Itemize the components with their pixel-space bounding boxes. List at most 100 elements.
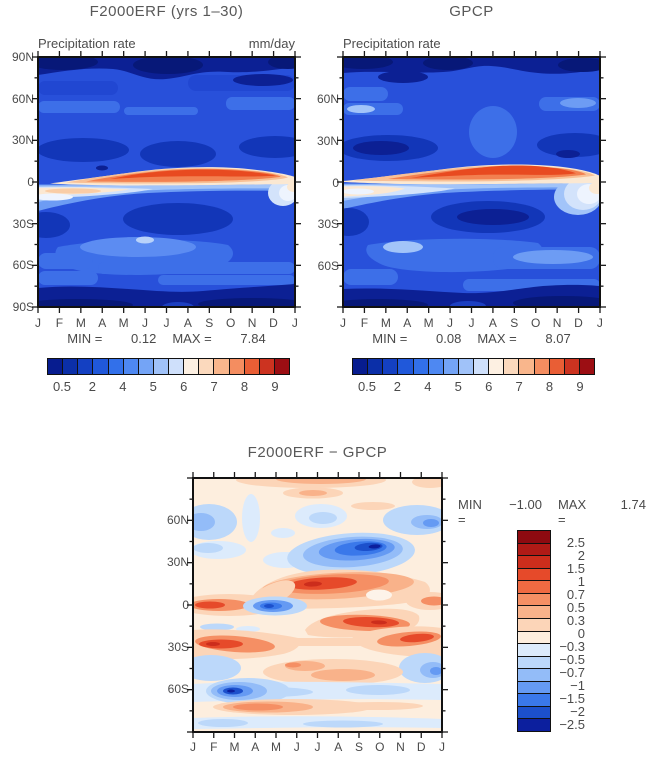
panel-gpcp-title: GPCP [449,3,494,20]
colorbar-cell [518,718,550,731]
colorbar-cell [382,359,398,374]
panel-diff-title: F2000ERF − GPCP [247,444,388,461]
colorbar-tick-label: −1 [570,678,585,693]
colorbar-tick-label: 8 [545,379,554,394]
panel-gpcp-lat-axis: 60N 30N 0 30S 60S [307,92,339,273]
month-tick-label: J [142,316,149,330]
colorbar-tick-label: 7 [210,379,218,394]
lat-tick-label: 30N [166,555,189,570]
min-value: 0.12 [131,331,157,346]
month-tick-label: M [229,740,240,754]
month-tick-label: D [416,740,426,754]
colorbar-cell [518,542,550,556]
lat-tick-label: 90S [12,299,34,314]
month-tick-label: J [340,316,346,330]
min-value: −1.00 [509,497,542,512]
colorbar-precip-gpcp [352,358,595,375]
colorbar-cell [367,359,383,374]
month-tick-label: D [574,316,583,330]
month-tick-label: S [205,316,214,330]
month-tick-label: J [439,740,445,754]
panel-gpcp-field-label: Precipitation rate [343,36,441,51]
month-tick-label: A [403,316,412,330]
panel-f2000erf-title: F2000ERF (yrs 1–30) [89,3,244,20]
max-value: 7.84 [240,331,266,346]
colorbar-tick-label: 9 [576,379,584,394]
month-tick-label: J [468,316,475,330]
month-tick-label: N [396,740,405,754]
colorbar-cell [518,705,550,719]
panel-f2000erf-stats: MIN = 0.12 MAX = 7.84 [38,331,295,346]
colorbar-cell [107,359,123,374]
colorbar-tick-label: 6 [180,379,188,394]
colorbar-cell [442,359,458,374]
month-tick-label: F [210,740,218,754]
contour-field-diff [187,472,448,738]
colorbar-tick-label: −0.7 [559,665,585,680]
colorbar-cell [518,680,550,694]
min-label: MIN = [372,331,408,346]
month-tick-label: J [35,316,41,330]
lat-tick-label: 30N [11,133,34,148]
panel-f2000erf-field-label: Precipitation rate [38,36,136,51]
lat-tick-label: 60N [11,91,34,106]
colorbar-tick-label: 6 [485,379,493,394]
colorbar-cell [488,359,504,374]
colorbar-tick-label: 7 [515,379,523,394]
panel-gpcp-stats: MIN = 0.08 MAX = 8.07 [343,331,600,346]
lat-tick-label: 60N [166,513,189,527]
lat-tick-label: 30S [167,639,189,654]
colorbar-cell [48,359,63,374]
panel-diff-lat-axis: 60N 30N 0 30S 60S [157,513,189,696]
lat-tick-label: 0 [332,175,339,190]
colorbar-tick-label: 2 [88,379,97,394]
colorbar-tick-label: 2 [577,548,585,563]
month-tick-label: A [334,740,343,754]
colorbar-tick-label: 0.7 [566,587,585,602]
month-tick-label: J [163,316,170,330]
colorbar-cell [198,359,214,374]
colorbar-tick-label: 4 [119,379,127,394]
colorbar-precip-f2000erf [47,358,290,375]
panel-f2000erf-plot [32,51,301,313]
month-tick-label: D [269,316,278,330]
colorbar-cell [518,359,534,374]
colorbar-cell [258,359,274,374]
colorbar-tick-label: 0 [577,626,585,641]
colorbar-cell [273,359,289,374]
month-tick-label: O [225,316,236,330]
colorbar-cell [578,359,594,374]
colorbar-cell [152,359,168,374]
month-tick-label: O [375,740,385,754]
colorbar-tick-label: 5 [149,379,157,394]
colorbar-diff [517,530,551,732]
colorbar-tick-label: −1.5 [559,691,585,706]
min-label: MIN = [67,331,103,346]
colorbar-tick-label: −2 [570,704,585,719]
month-tick-label: J [190,740,196,754]
month-tick-label: J [293,740,300,754]
colorbar-cell [518,531,550,543]
month-tick-label: F [55,316,64,330]
colorbar-cell [518,555,550,568]
month-tick-label: F [360,316,369,330]
month-tick-label: J [596,316,603,330]
month-tick-label: M [380,316,391,330]
colorbar-tick-label: 5 [454,379,462,394]
panel-f2000erf-units-label: mm/day [248,36,295,51]
lat-tick-label: 0 [27,174,34,189]
month-tick-label: A [183,316,192,330]
colorbar-cell [503,359,519,374]
max-label: MAX = [557,497,587,527]
month-tick-label: M [118,316,129,330]
colorbar-cell [533,359,549,374]
colorbar-tick-label: 1.5 [566,561,585,576]
lat-tick-label: 30S [317,217,339,232]
colorbar-cell [518,668,550,681]
month-tick-label: S [510,316,519,330]
lat-tick-label: 60N [316,92,339,106]
colorbar-cell [412,359,428,374]
colorbar-cell [518,630,550,644]
